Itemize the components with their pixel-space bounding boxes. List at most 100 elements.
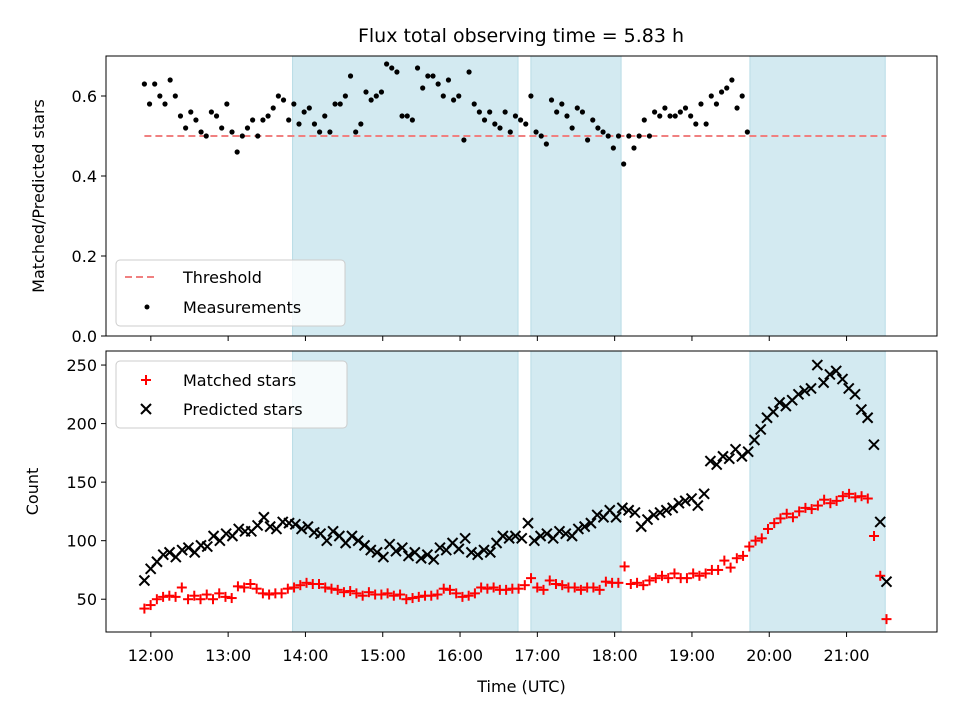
measurement-point bbox=[739, 93, 745, 99]
measurement-point bbox=[440, 93, 446, 99]
predicted-star-point bbox=[182, 541, 195, 554]
matched-star-point bbox=[301, 577, 312, 588]
predicted-star-point bbox=[295, 523, 308, 535]
matched-star-point bbox=[413, 591, 424, 602]
measurement-point bbox=[322, 113, 328, 119]
predicted-star-point bbox=[516, 532, 528, 545]
top-panel-y-ticks: 0.0 0.2 0.4 0.6 bbox=[72, 87, 106, 346]
measurement-point bbox=[471, 101, 477, 107]
predicted-star-point bbox=[358, 539, 371, 552]
predicted-star-point bbox=[396, 541, 408, 554]
predicted-star-point bbox=[799, 385, 811, 397]
matched-star-point bbox=[594, 584, 605, 595]
predicted-star-point bbox=[371, 546, 383, 559]
bottom-panel-x-ticks: 12:00 13:00 14:00 15:00 16:00 17:00 18:00 19:00… bbox=[128, 632, 870, 665]
measurement-point bbox=[677, 109, 683, 115]
legend-cross-marker bbox=[140, 403, 152, 415]
measurement-point bbox=[260, 117, 266, 123]
y-tick-label: 150 bbox=[66, 473, 97, 492]
measurement-point bbox=[368, 97, 374, 103]
measurement-point bbox=[713, 101, 720, 107]
matched-star-point bbox=[276, 588, 287, 599]
measurement-point bbox=[502, 109, 508, 115]
matched-star-point bbox=[376, 589, 387, 600]
measurement-point bbox=[286, 117, 292, 123]
matched-star-point bbox=[544, 575, 555, 586]
predicted-star-point bbox=[560, 527, 572, 540]
measurement-point bbox=[435, 81, 441, 87]
measurement-point bbox=[399, 113, 405, 119]
matched-stars-points bbox=[139, 488, 892, 625]
measurement-point bbox=[693, 121, 699, 127]
measurement-point bbox=[466, 69, 472, 75]
measurement-point bbox=[451, 97, 457, 103]
predicted-star-point bbox=[163, 546, 176, 559]
matched-star-point bbox=[183, 594, 194, 605]
predicted-star-point bbox=[251, 519, 264, 532]
matched-star-point bbox=[663, 573, 674, 584]
predicted-star-point bbox=[861, 412, 874, 424]
measurement-point bbox=[291, 101, 297, 107]
predicted-star-point bbox=[811, 359, 824, 371]
measurement-point bbox=[543, 141, 549, 147]
matched-star-point bbox=[856, 491, 867, 502]
matched-star-point bbox=[426, 590, 437, 601]
matched-star-point bbox=[763, 523, 774, 534]
matched-star-point bbox=[750, 535, 761, 546]
measurement-point bbox=[744, 129, 750, 135]
measurement-point bbox=[327, 129, 333, 135]
measurement-point bbox=[373, 93, 379, 99]
predicted-star-point bbox=[874, 516, 886, 528]
predicted-star-point bbox=[660, 504, 673, 516]
predicted-star-point bbox=[220, 527, 232, 540]
measurement-point bbox=[244, 125, 251, 131]
matched-star-point bbox=[407, 593, 418, 604]
observing-window-2 bbox=[530, 55, 622, 337]
measurement-point bbox=[347, 73, 354, 79]
predicted-star-point bbox=[289, 518, 302, 530]
predicted-star-point bbox=[673, 497, 685, 509]
measurement-point bbox=[476, 109, 482, 115]
measurement-point bbox=[734, 105, 740, 111]
measurement-point bbox=[517, 117, 524, 123]
predicted-star-point bbox=[465, 546, 478, 559]
measurement-point bbox=[729, 77, 735, 83]
bottom-panel-legend: Matched stars Predicted stars bbox=[115, 360, 348, 429]
measurement-point bbox=[559, 101, 565, 107]
measurement-point bbox=[605, 133, 611, 139]
predicted-star-point bbox=[346, 530, 358, 542]
predicted-star-point bbox=[484, 546, 496, 559]
legend-threshold-label: Threshold bbox=[182, 268, 262, 287]
predicted-stars-points bbox=[138, 359, 893, 588]
matched-star-point bbox=[220, 591, 231, 602]
x-tick-label: 17:00 bbox=[514, 646, 560, 665]
matched-star-point bbox=[176, 582, 187, 593]
matched-star-point bbox=[195, 594, 206, 605]
measurement-point bbox=[255, 133, 261, 139]
x-tick-label: 18:00 bbox=[592, 646, 638, 665]
matched-star-point bbox=[681, 573, 692, 584]
measurement-point bbox=[708, 93, 714, 99]
measurement-point bbox=[584, 137, 591, 143]
measurement-point bbox=[265, 113, 271, 119]
predicted-star-point bbox=[138, 574, 151, 587]
measurement-point bbox=[183, 125, 189, 131]
measurement-point bbox=[672, 113, 678, 119]
predicted-star-point bbox=[805, 382, 817, 395]
x-tick-label: 21:00 bbox=[824, 646, 870, 665]
matched-star-point bbox=[189, 590, 200, 601]
measurement-point bbox=[378, 89, 385, 95]
matched-star-point bbox=[781, 508, 792, 519]
measurement-point bbox=[389, 65, 395, 71]
matched-star-point bbox=[819, 494, 830, 505]
matched-star-point bbox=[644, 575, 655, 586]
matched-star-point bbox=[226, 593, 237, 604]
legend-measurements-swatch bbox=[144, 304, 150, 310]
matched-star-point bbox=[432, 589, 443, 600]
measurement-points bbox=[141, 61, 750, 167]
measurement-point bbox=[610, 145, 616, 151]
legend-predicted-label: Predicted stars bbox=[183, 400, 303, 419]
matched-star-point bbox=[769, 518, 780, 529]
measurement-point bbox=[461, 137, 467, 143]
matched-star-point bbox=[812, 500, 823, 511]
